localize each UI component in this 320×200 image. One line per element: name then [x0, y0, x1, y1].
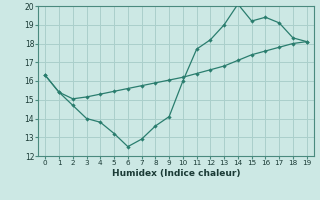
- X-axis label: Humidex (Indice chaleur): Humidex (Indice chaleur): [112, 169, 240, 178]
